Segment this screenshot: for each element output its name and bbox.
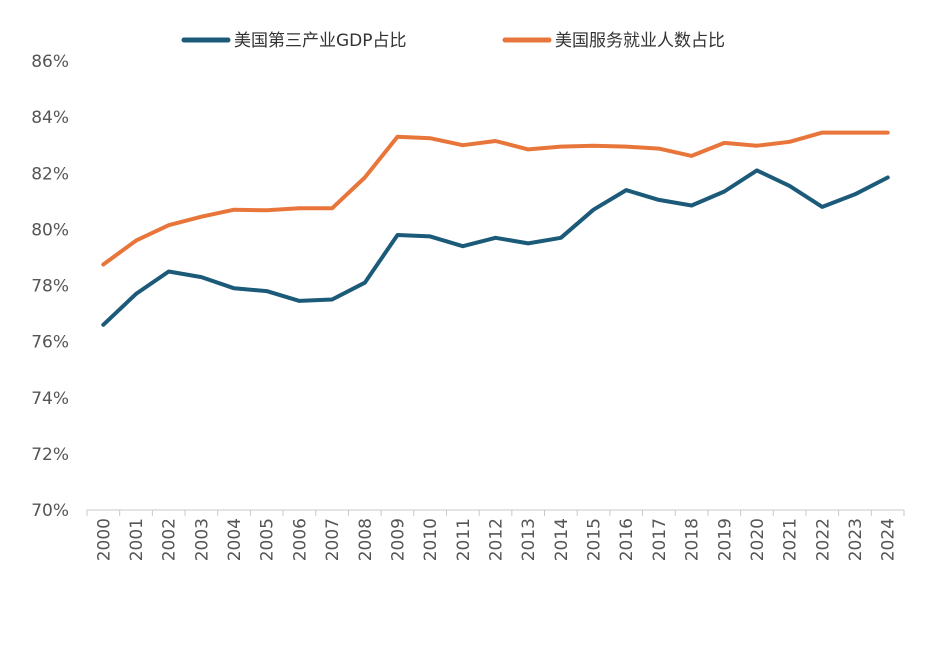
y-tick-label: 80% [31, 220, 69, 240]
x-tick-label: 2002 [160, 518, 180, 561]
x-tick-label: 2008 [356, 518, 376, 561]
y-tick-label: 84% [31, 108, 69, 128]
x-tick-label: 2022 [813, 518, 833, 561]
x-tick-label: 2015 [585, 518, 605, 561]
x-tick-label: 2001 [127, 518, 147, 561]
x-tick-label: 2012 [487, 518, 507, 561]
x-tick-label: 2023 [846, 518, 866, 561]
x-tick-label: 2006 [290, 518, 310, 561]
x-tick-label: 2019 [715, 518, 735, 561]
series-line-gdp-share [101, 168, 890, 327]
x-tick-label: 2024 [879, 518, 899, 561]
y-tick-label: 72% [31, 445, 69, 465]
x-tick-label: 2017 [650, 518, 670, 561]
y-tick-label: 76% [31, 333, 69, 353]
x-tick-label: 2009 [388, 518, 408, 561]
y-tick-label: 82% [31, 164, 69, 184]
x-tick-label: 2010 [421, 518, 441, 561]
x-tick-label: 2011 [454, 518, 474, 561]
x-tick-label: 2005 [258, 518, 278, 561]
x-tick-label: 2014 [552, 518, 572, 561]
legend-label-gdp-share: 美国第三产业GDP占比 [234, 31, 407, 51]
y-tick-label: 70% [31, 501, 69, 521]
x-tick-label: 2013 [519, 518, 539, 561]
x-tick-label: 2020 [748, 518, 768, 561]
x-tick-label: 2016 [617, 518, 637, 561]
x-tick-label: 2000 [94, 518, 114, 561]
series-line-employment-share [101, 130, 890, 267]
x-axis: 2000 2001 2002 2003 2004 2005 2006 2007 2008 2009… [86, 509, 905, 561]
x-tick-label: 2007 [323, 518, 343, 561]
y-tick-label: 74% [31, 389, 69, 409]
x-tick-label: 2021 [781, 518, 801, 561]
x-tick-label: 2003 [192, 518, 212, 561]
series-layer [101, 130, 890, 327]
legend-label-employment-share: 美国服务就业人数占比 [555, 31, 725, 51]
y-tick-label: 78% [31, 277, 69, 297]
x-tick-label: 2004 [225, 518, 245, 561]
legend: 美国第三产业GDP占比 美国服务就业人数占比 [181, 31, 725, 51]
x-tick-label: 2018 [683, 518, 703, 561]
y-axis: 70% 72% 74% 76% 78% 80% 82% 84% 86% [31, 52, 69, 521]
y-tick-label: 86% [31, 52, 69, 72]
